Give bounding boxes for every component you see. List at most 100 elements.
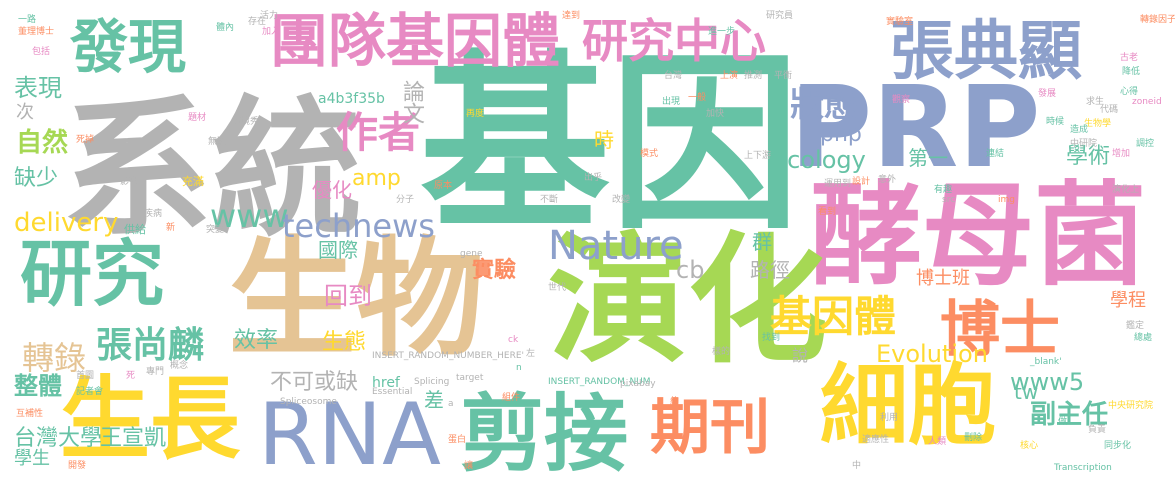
word-small: 影響 [120,177,139,187]
word-small: 新 [166,223,176,233]
word-small: 刪除 [964,433,983,443]
word-wangxuankai: 王宣凱 [100,426,167,451]
word-small: 供給 [124,223,146,236]
word-small: 死掉 [76,135,95,145]
word-small: 上演 [720,71,739,81]
word-queshao: 缺少 [14,166,59,191]
word-diyi: 第一 [908,146,948,170]
word-small: 體內 [216,23,235,33]
word-lunwen: 論文 [399,80,424,124]
word-small: 連結 [986,149,1005,159]
word-small: a [448,399,454,409]
word-href: href [372,375,400,391]
word-ziran: 自然 [16,128,69,158]
word-small: 充滿 [182,175,204,188]
word-small: 意外 [878,175,897,185]
word-small: 左 [526,349,536,359]
word-small: 包括 [32,47,51,57]
word-small: 核心 [1020,441,1039,451]
word-small: Transcription [1054,463,1112,473]
word-small: 中央研究院 [1108,401,1154,411]
word-php: php [820,122,862,147]
word-small: 演化上 [1112,185,1140,195]
word-small: 實驗室 [886,17,914,27]
word-small: 分子 [396,195,415,205]
word-small: 出乎 [584,173,603,183]
word-zhuanlu: 轉錄 [22,339,87,377]
word-nature: Nature [548,223,684,269]
word-small: 加入 [262,27,281,37]
word-small: 題材 [188,113,207,123]
word-small: n [516,363,522,373]
word-zuozhe: 作者 [336,108,421,157]
word-rna: RNA [258,385,441,482]
word-small: INSERT_RANDOM_NUM [548,377,651,387]
word-yanjiu: 研究 [20,232,165,316]
word-small: gene [460,249,483,259]
word-boshiban: 博士班 [916,268,970,289]
word-small: 造成 [1070,125,1089,135]
word-small: _blank' [1030,357,1062,367]
word-xibao: 細胞 [820,354,997,457]
word-small: 古老 [1120,53,1139,63]
word-delivery: delivery [14,208,119,238]
word-small: 進一步 [708,27,736,37]
word-small: 降低 [1122,67,1141,77]
word-small: 實境秀 [232,117,260,127]
word-small: pixabay [620,379,656,389]
word-small: 記者會 [76,387,104,397]
word-zhangshanglin: 張尚麟 [96,325,205,366]
word-small: target [456,373,484,383]
word-small: 無疑 [208,137,227,147]
word-www: www [210,197,289,235]
word-zhengti: 整體 [14,372,62,400]
word-small: 一路 [18,15,37,25]
word-small: 活力 [260,11,279,21]
word-small: 找到 [762,333,781,343]
word-technews: technews [282,207,435,245]
word-small: 推測 [744,71,763,81]
word-ci: 次 [16,102,34,123]
word-small: 模式 [640,149,659,159]
word-small: 調控 [1136,139,1155,149]
word-xueshu: 學術 [1066,144,1111,169]
word-small: 疾病 [144,209,163,219]
word-shiyan: 實驗 [472,258,517,283]
word-small: 加快 [706,109,725,119]
word-biaoxian: 表現 [14,74,62,102]
word-taiwandaxue: 台灣大學 [14,426,103,451]
word-small: 適應性 [862,435,890,445]
word-small: 鑑定 [1126,321,1145,331]
word-small: 同步化 [1104,441,1132,451]
word-small: 出現 [662,97,681,107]
word-small: 增加 [1112,149,1131,159]
word-jianjie: 剪接 [460,385,629,482]
word-small: 一般 [688,93,707,103]
word-small: 不斷 [540,195,559,205]
word-small: ck [508,335,519,345]
word-shengtai: 生態 [322,330,367,355]
word-small: Splicing [414,377,450,387]
word-small: 讓 [464,461,474,471]
word-small: INSERT_RANDOM_NUMBER_HERE' [372,351,525,361]
word-evolution: Evolution [876,340,988,368]
word-small: 負責 [1088,425,1107,435]
word-small: zoneid [1132,97,1162,107]
word-small: 有趣 [934,185,953,195]
word-small: 人類 [928,437,947,447]
word-boshi: 博士 [940,295,1060,365]
word-qikan: 期刊 [650,393,770,463]
word-zhangdianxian: 張典顯 [890,15,1082,89]
word-small: 台灣 [664,71,683,81]
word-small: 樣的 [712,347,731,357]
word-lujing: 路徑 [750,258,790,282]
word-tw: tw [1014,380,1039,404]
word-faxian: 發現 [70,13,187,81]
word-small: 原本 [434,181,453,191]
word-small: 組件 [502,393,521,403]
word-small: 利用 [880,413,899,423]
word-ecology: Ecology [772,146,866,174]
word-small: 再度 [466,109,485,119]
word-jiyinti: 基因體 [770,292,897,341]
